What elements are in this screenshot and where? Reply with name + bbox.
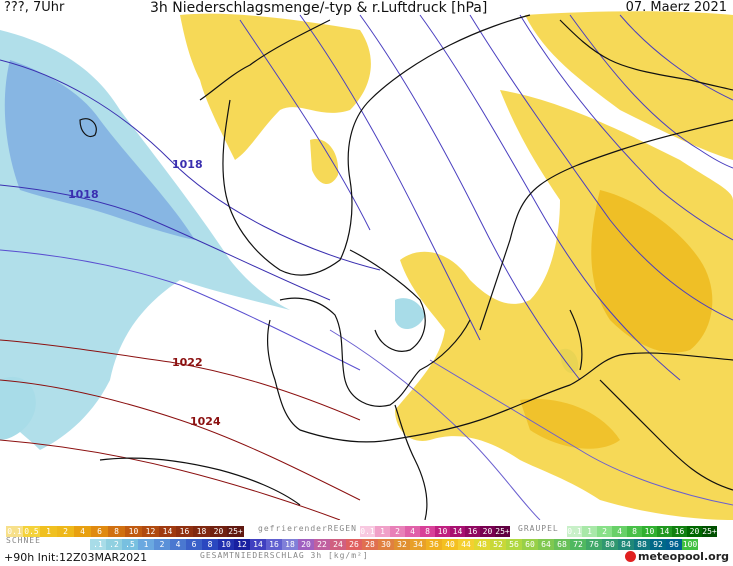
legend-cell: 2 <box>154 539 170 550</box>
legend-cell: 20 <box>298 539 314 550</box>
legend-cell: 2 <box>390 526 405 537</box>
legend-cell: 40 <box>442 539 458 550</box>
legend-cell: 0.1 <box>360 526 375 537</box>
legend-cell: 4 <box>612 526 627 537</box>
legend-freezing-scale: 0.1 1 2 4 8 10 14 16 20 25+ <box>360 526 510 537</box>
logo-icon <box>625 551 636 562</box>
legend-cell: 56 <box>506 539 522 550</box>
legend-cell: 12 <box>234 539 250 550</box>
legend-snow-title: SCHNEE <box>6 536 41 545</box>
legend-cell: 14 <box>657 526 672 537</box>
legend-cell: 14 <box>159 526 176 537</box>
legend-cell: 22 <box>314 539 330 550</box>
legend-cell: 18 <box>282 539 298 550</box>
rain-area <box>180 11 733 520</box>
legend-cell: 36 <box>426 539 442 550</box>
legend-cell: 4 <box>170 539 186 550</box>
legend-cell: 8 <box>420 526 435 537</box>
legend-cell: 20 <box>687 526 702 537</box>
legend-cell: 0.1 <box>6 526 23 537</box>
isobar-label: 1018 <box>68 188 99 201</box>
legend-cell: 16 <box>176 526 193 537</box>
legend-cell: .2 <box>106 539 122 550</box>
legend-cell: 48 <box>474 539 490 550</box>
legend-cell: 4 <box>74 526 91 537</box>
legend-cell: .1 <box>90 539 106 550</box>
legend-cell: 10 <box>642 526 657 537</box>
legend-cell: 34 <box>410 539 426 550</box>
legend-cell: 4 <box>405 526 420 537</box>
legend-cell: 44 <box>458 539 474 550</box>
legend-cell: 26 <box>346 539 362 550</box>
legend-cell: 10 <box>125 526 142 537</box>
isobars <box>0 14 733 521</box>
legend-graupel-scale: 0.1 1 2 4 8 10 14 16 20 25+ <box>567 526 717 537</box>
legend-cell: 32 <box>394 539 410 550</box>
legend-cell: 1 <box>40 526 57 537</box>
legend-cell: 6 <box>186 539 202 550</box>
legend-cell: 68 <box>554 539 570 550</box>
snow-area <box>0 30 579 450</box>
legend-cell: 12 <box>142 526 159 537</box>
legend-cell: 100 <box>682 539 698 550</box>
legend-cell: 76 <box>586 539 602 550</box>
legend-cell: 96 <box>666 539 682 550</box>
legend-cell: 0.1 <box>567 526 582 537</box>
legend-cell: 60 <box>522 539 538 550</box>
legend-cell: 80 <box>602 539 618 550</box>
legend-cell: 1 <box>582 526 597 537</box>
legend-cell: 20 <box>480 526 495 537</box>
legend-cell: 2 <box>57 526 74 537</box>
isobar-label: 1022 <box>172 356 203 369</box>
legend-cell: 14 <box>450 526 465 537</box>
legend-cell: 16 <box>465 526 480 537</box>
legend-cell: 16 <box>266 539 282 550</box>
legend-cell: 88 <box>634 539 650 550</box>
legend-cell: 25+ <box>702 526 717 537</box>
legend-cell: 2 <box>597 526 612 537</box>
legend-cell: 72 <box>570 539 586 550</box>
legend-cell: 18 <box>193 526 210 537</box>
legend-cell: 24 <box>330 539 346 550</box>
legend: 0.1 0.5 1 2 4 6 8 10 12 14 16 18 20 25+ SCHNEE gefrie… <box>0 520 733 566</box>
legend-snow-scale: 0.1 0.5 1 2 4 6 8 10 12 14 16 18 20 25+ <box>6 526 244 537</box>
legend-cell: 16 <box>672 526 687 537</box>
legend-cell: 10 <box>435 526 450 537</box>
legend-cell: .5 <box>122 539 138 550</box>
legend-cell: 8 <box>108 526 125 537</box>
legend-cell: 64 <box>538 539 554 550</box>
legend-cell: 8 <box>202 539 218 550</box>
legend-cell: 28 <box>362 539 378 550</box>
legend-cell: 8 <box>627 526 642 537</box>
legend-cell: 14 <box>250 539 266 550</box>
legend-cell: 84 <box>618 539 634 550</box>
legend-cell: 6 <box>91 526 108 537</box>
isobar-label: 1024 <box>190 415 221 428</box>
model-run: +90h Init:12Z03MAR2021 <box>4 551 148 564</box>
legend-cell: 1 <box>138 539 154 550</box>
legend-cell: 20 <box>210 526 227 537</box>
legend-graupel-title: GRAUPEL <box>518 524 559 533</box>
legend-rain-scale: .1.2.5 1 2 4 6 8 10 12 14 16 18 20 22 24 26 28 30 32 34 36 4… <box>90 539 698 550</box>
run-day-label: ???, 7Uhr <box>4 0 65 15</box>
legend-cell: 10 <box>218 539 234 550</box>
brand-text: meteopool.org <box>638 550 729 563</box>
legend-rain-title: GESAMTNIEDERSCHLAG 3h [kg/m²] <box>200 551 369 560</box>
legend-cell: 25+ <box>495 526 510 537</box>
brand-logo[interactable]: meteopool.org <box>625 550 729 563</box>
legend-cell: 30 <box>378 539 394 550</box>
legend-cell: 92 <box>650 539 666 550</box>
map-title: 3h Niederschlagsmenge/-typ & r.Luftdruck… <box>150 0 488 16</box>
isobar-label: 1018 <box>172 158 203 171</box>
legend-cell: 25+ <box>227 526 244 537</box>
legend-cell: 1 <box>375 526 390 537</box>
legend-freezing-title: gefrierenderREGEN <box>258 524 357 533</box>
legend-cell: 0.5 <box>23 526 40 537</box>
legend-cell: 52 <box>490 539 506 550</box>
valid-date: 07. Maerz 2021 <box>625 0 727 15</box>
coastlines <box>79 14 733 521</box>
